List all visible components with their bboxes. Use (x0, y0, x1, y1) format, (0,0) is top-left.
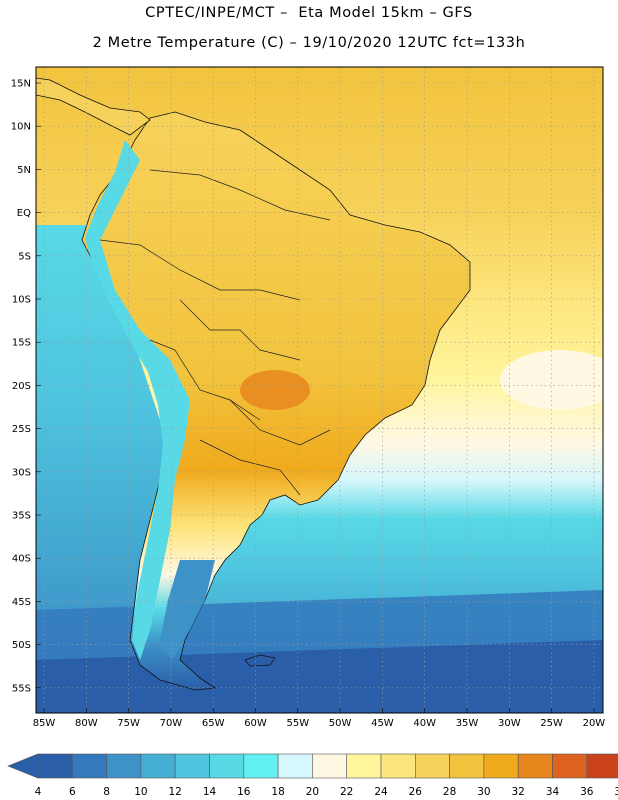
colorbar-segment (483, 753, 519, 779)
colorbar-label: 28 (443, 786, 456, 798)
lon-label: 20W (583, 718, 606, 729)
colorbar-label: 36 (580, 786, 594, 798)
lon-label: 80W (75, 718, 98, 729)
lat-label: 5S (18, 251, 31, 262)
colorbar-label: 22 (340, 786, 353, 798)
colorbar-label: 24 (374, 786, 388, 798)
lon-label: 85W (33, 718, 56, 729)
colorbar-label: 4 (35, 786, 42, 798)
colorbar-segment (346, 753, 382, 779)
colorbar-segment (312, 753, 347, 779)
lat-label: EQ (17, 208, 31, 219)
map-title-line-1: CPTEC/INPE/MCT – Eta Model 15km – GFS (145, 5, 473, 21)
lon-label: 45W (371, 718, 394, 729)
lat-label: 25S (12, 424, 31, 435)
colorbar-label: 26 (409, 786, 423, 798)
colorbar-segment (243, 753, 279, 779)
lon-label: 60W (244, 718, 267, 729)
lon-label: 75W (117, 718, 140, 729)
colorbar-label: 6 (69, 786, 76, 798)
colorbar-segment (552, 753, 588, 779)
map-frame (35, 66, 604, 714)
colorbar-segment (586, 753, 618, 779)
lat-label: 35S (12, 511, 31, 522)
colorbar-min-arrow (7, 753, 39, 779)
patagonia-cold-area (160, 560, 215, 660)
lon-label: 25W (540, 718, 563, 729)
colorbar-segment (277, 753, 313, 779)
colorbar-segment (140, 753, 176, 779)
colorbar-segment (37, 753, 73, 779)
hot-core-area (240, 370, 310, 410)
lat-label: 10N (11, 122, 31, 133)
lat-label: 15N (11, 79, 31, 90)
lat-label: 50S (12, 640, 31, 651)
longitude-labels: 85W 80W 75W 70W 65W 60W 55W 50W 45W 40W 35W 30W 25W 2… (33, 718, 606, 729)
lat-label: 45S (12, 597, 31, 608)
lat-label: 5N (17, 165, 31, 176)
lat-label: 10S (12, 295, 31, 306)
colorbar-label: 10 (134, 786, 147, 798)
map-title-line-2: 2 Metre Temperature (C) – 19/10/2020 12U… (92, 35, 526, 51)
atlantic-warm-patch (500, 350, 603, 410)
colorbar-label: 8 (103, 786, 110, 798)
central-america-land (36, 77, 151, 136)
map-field (36, 67, 603, 713)
colorbar-segment (380, 753, 416, 779)
lat-label: 40S (12, 554, 31, 565)
lon-label: 65W (202, 718, 225, 729)
colorbar-label: 32 (512, 786, 525, 798)
lat-label: 20S (12, 381, 31, 392)
colorbar-segment (174, 753, 210, 779)
colorbar-label: 38 (614, 786, 618, 798)
country-borders (99, 169, 331, 496)
colorbar-segment (72, 753, 107, 779)
colorbar-label: 30 (477, 786, 490, 798)
colorbar-label: 18 (271, 786, 284, 798)
colorbar-segment (449, 753, 485, 779)
lat-label: 15S (12, 338, 31, 349)
lon-label: 40W (413, 718, 436, 729)
colorbar-segment (106, 753, 142, 779)
andes-cold-strip (85, 140, 190, 660)
colorbar: 4 6 8 10 12 14 16 18 20 22 24 26 28 30 32 34 36 38 (7, 753, 618, 798)
colorbar-label: 14 (203, 786, 217, 798)
graticule (36, 67, 603, 713)
lon-label: 55W (286, 718, 309, 729)
colorbar-label: 20 (306, 786, 319, 798)
colorbar-label: 12 (169, 786, 182, 798)
lon-label: 50W (329, 718, 352, 729)
lon-label: 70W (160, 718, 183, 729)
falkland-islands (244, 654, 276, 667)
colorbar-segment (209, 753, 245, 779)
lat-label: 55S (12, 683, 31, 694)
lon-label: 35W (456, 718, 479, 729)
colorbar-segment (414, 753, 450, 779)
colorbar-label: 16 (237, 786, 251, 798)
lon-label: 30W (498, 718, 521, 729)
colorbar-segment (517, 753, 553, 779)
colorbar-label: 34 (546, 786, 560, 798)
lat-label: 30S (12, 467, 31, 478)
latitude-labels: 15N 10N 5N EQ 5S 10S 15S 20S 25S 30S 35S 40S 45S 50S 5… (11, 79, 31, 695)
